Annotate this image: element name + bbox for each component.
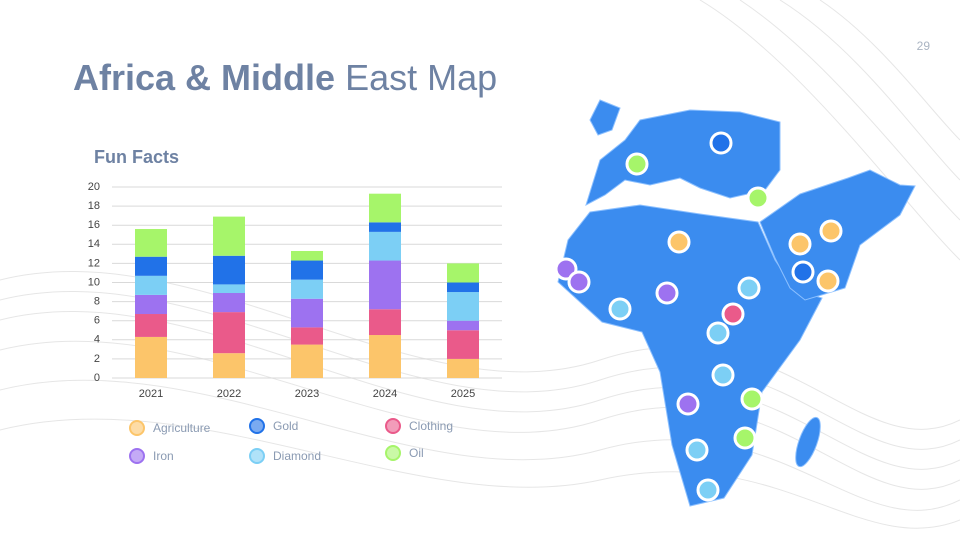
page-number: 29: [917, 39, 931, 53]
bar-segment: [369, 260, 401, 310]
bar-segment: [135, 256, 167, 276]
x-tick-label: 2025: [451, 388, 475, 400]
bar-segment: [135, 275, 167, 295]
legend-label: Diamond: [273, 449, 321, 463]
legend-label: Oil: [409, 446, 424, 460]
bar-segment: [213, 312, 245, 354]
legend-marker: [249, 448, 265, 464]
bar-segment: [291, 344, 323, 378]
chart-title: Fun Facts: [94, 147, 179, 167]
y-tick-label: 10: [88, 276, 100, 288]
y-tick-label: 8: [94, 296, 100, 308]
bar-segment: [369, 231, 401, 261]
bar-segment: [447, 263, 479, 283]
y-tick-label: 18: [88, 200, 100, 212]
bar-segment: [369, 335, 401, 378]
bar-segment: [447, 358, 479, 378]
y-tick-label: 0: [94, 372, 100, 384]
bar-segment: [447, 320, 479, 331]
y-tick-label: 2: [94, 353, 100, 365]
title-bold: Africa & Middle: [73, 57, 335, 98]
bar-segment: [213, 216, 245, 256]
bar-segment: [369, 309, 401, 336]
background-waves: [0, 0, 960, 529]
y-tick-label: 12: [88, 257, 100, 269]
bar-segment: [213, 293, 245, 313]
legend-marker: [385, 418, 401, 434]
bar-segment: [447, 330, 479, 359]
x-tick-label: 2023: [295, 388, 319, 400]
x-tick-label: 2024: [373, 388, 397, 400]
legend-marker: [129, 420, 145, 436]
x-tick-label: 2021: [139, 388, 163, 400]
bar-segment: [135, 336, 167, 378]
y-tick-label: 4: [94, 334, 100, 346]
bar-segment: [135, 314, 167, 337]
bar-segment: [291, 279, 323, 299]
bar-segment: [369, 222, 401, 232]
bar-segment: [291, 327, 323, 345]
bar-segment: [291, 260, 323, 280]
bar-segment: [213, 255, 245, 285]
y-tick-label: 16: [88, 219, 100, 231]
bar-segment: [447, 282, 479, 293]
bar-segment: [135, 229, 167, 257]
map-pins: [554, 131, 843, 502]
y-tick-label: 6: [94, 315, 100, 327]
x-tick-label: 2022: [217, 388, 241, 400]
y-tick-label: 20: [88, 181, 100, 193]
bar-segment: [213, 353, 245, 378]
legend-marker: [385, 445, 401, 461]
bar-segment: [291, 298, 323, 328]
legend-label: Agriculture: [153, 421, 211, 435]
bar-segment: [369, 193, 401, 223]
legend-label: Clothing: [409, 419, 453, 433]
y-tick-label: 14: [88, 238, 100, 250]
legend-marker: [249, 418, 265, 434]
bar-segment: [213, 284, 245, 294]
title-rest: East Map: [345, 57, 497, 98]
bar-segment: [135, 294, 167, 315]
legend-label: Iron: [153, 449, 174, 463]
legend-marker: [129, 448, 145, 464]
legend-label: Gold: [273, 419, 298, 433]
bar-segment: [447, 292, 479, 321]
bar-segment: [291, 250, 323, 261]
slide-title: Africa & Middle East Map: [73, 57, 497, 98]
